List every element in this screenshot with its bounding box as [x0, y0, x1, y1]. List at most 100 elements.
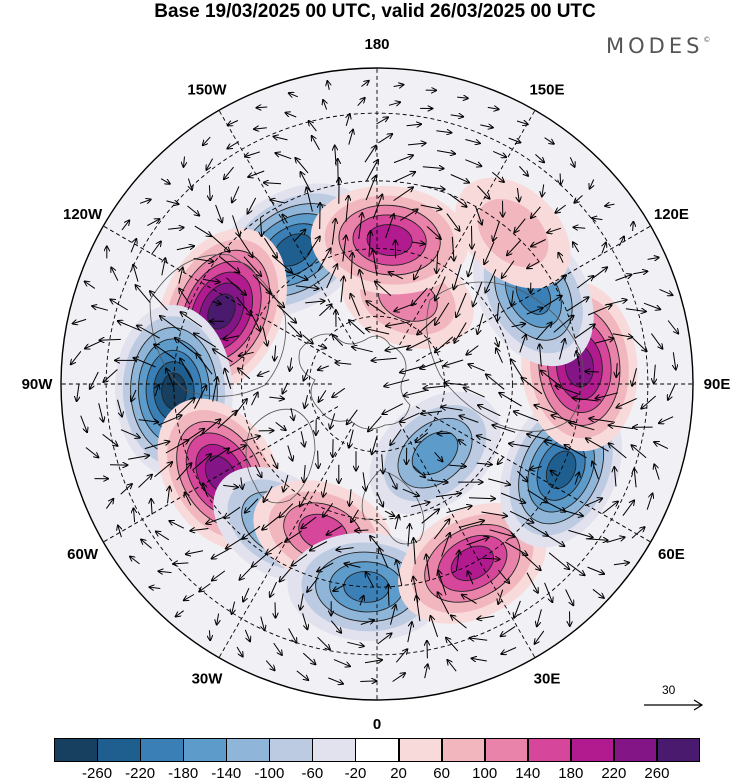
wind-arrow: [421, 411, 443, 414]
wind-arrow: [613, 563, 629, 565]
wind-arrow: [435, 302, 450, 325]
colorbar-cell: [398, 738, 443, 762]
wind-arrow: [492, 150, 506, 157]
wind-arrow: [376, 117, 388, 125]
wind-arrow: [618, 237, 624, 247]
wind-arrow: [412, 287, 428, 305]
colorbar-cell: [183, 738, 227, 762]
wind-arrow: [438, 592, 450, 615]
wind-arrow: [276, 304, 296, 323]
wind-arrow: [363, 472, 366, 490]
wind-arrow: [547, 227, 562, 233]
longitude-label: 60W: [67, 546, 99, 563]
wind-arrow: [400, 365, 426, 373]
wind-arrow: [492, 425, 516, 433]
wind-arrow: [460, 416, 479, 423]
wind-arrow: [134, 358, 156, 368]
wind-arrow: [389, 272, 404, 280]
wind-arrow: [136, 285, 151, 303]
wind-arrow: [526, 308, 543, 315]
wind-arrow: [416, 432, 429, 442]
wind-arrow: [176, 463, 192, 481]
wind-arrow: [275, 422, 286, 430]
anomaly-contour: [545, 450, 577, 490]
wind-arrow: [527, 261, 540, 269]
wind-arrow: [289, 93, 298, 97]
wind-arrow: [233, 399, 247, 416]
wind-arrow: [330, 413, 336, 428]
wind-arrow: [261, 616, 265, 631]
wind-arrow: [435, 493, 461, 498]
modes-logo: MODES©: [606, 34, 710, 58]
asia-coastline: [426, 281, 584, 432]
wind-arrow: [459, 440, 467, 446]
wind-arrow: [388, 584, 389, 606]
wind-arrow: [137, 326, 160, 339]
arctic-coastline: [298, 333, 411, 430]
wind-arrow: [501, 647, 517, 655]
wind-arrow: [634, 469, 636, 488]
wind-arrow: [187, 205, 200, 216]
wind-arrow: [574, 195, 583, 202]
wind-arrow: [412, 465, 425, 478]
wind-arrow: [280, 567, 292, 581]
colorbar-tick: -220: [125, 765, 156, 782]
wind-arrow: [412, 242, 424, 244]
wind-arrow: [211, 235, 230, 252]
wind-arrow: [196, 354, 213, 375]
wind-arrow: [232, 601, 235, 614]
wind-arrow: [149, 587, 161, 588]
wind-arrow: [633, 222, 634, 231]
wind-arrow: [616, 363, 617, 377]
wind-arrow: [531, 206, 541, 218]
wind-arrow: [312, 136, 320, 151]
wind-arrow: [117, 399, 123, 417]
wind-arrow: [544, 582, 553, 602]
wind-arrow: [209, 185, 210, 200]
longitude-label: 90E: [704, 376, 731, 393]
wind-arrow: [318, 450, 319, 468]
wind-arrow: [498, 456, 505, 464]
wind-arrow: [450, 174, 469, 183]
wind-arrow: [595, 338, 613, 344]
wind-arrow: [301, 516, 317, 528]
wind-arrow: [347, 409, 358, 425]
wind-arrow: [240, 566, 252, 579]
wind-arrow: [300, 593, 303, 610]
wind-arrow: [80, 415, 87, 432]
wind-arrow: [287, 322, 302, 337]
wind-arrow: [186, 551, 204, 554]
wind-arrow: [499, 393, 522, 407]
wind-arrow: [270, 200, 285, 203]
wind-arrow: [365, 176, 376, 201]
colorbar-cell: [656, 738, 701, 762]
wind-arrow: [213, 349, 233, 363]
wind-arrow: [481, 511, 508, 516]
wind-arrow: [305, 394, 308, 408]
wind-arrow: [351, 294, 360, 316]
wind-arrow: [406, 124, 422, 126]
wind-arrow: [468, 498, 495, 499]
wind-arrow: [330, 620, 341, 633]
wind-arrow: [573, 242, 580, 253]
wind-arrow: [199, 583, 211, 592]
wind-arrow: [477, 616, 495, 619]
wind-arrow: [270, 454, 277, 468]
wind-arrow: [212, 548, 229, 558]
wind-arrow: [275, 153, 292, 160]
wind-arrow: [488, 478, 510, 485]
wind-arrow: [357, 98, 365, 107]
wind-arrow: [509, 510, 533, 522]
wind-arrow: [249, 310, 260, 331]
wind-arrow: [507, 240, 521, 255]
wind-arrow: [434, 451, 443, 461]
wind-arrow: [407, 622, 412, 643]
wind-arrow: [209, 448, 229, 462]
wind-arrow: [236, 296, 252, 316]
wind-arrow: [120, 484, 132, 495]
wind-arrow: [305, 301, 324, 303]
wind-arrow: [438, 570, 447, 596]
colorbar-cell: [484, 738, 529, 762]
wind-arrow: [254, 128, 267, 129]
wind-arrow: [493, 221, 500, 241]
